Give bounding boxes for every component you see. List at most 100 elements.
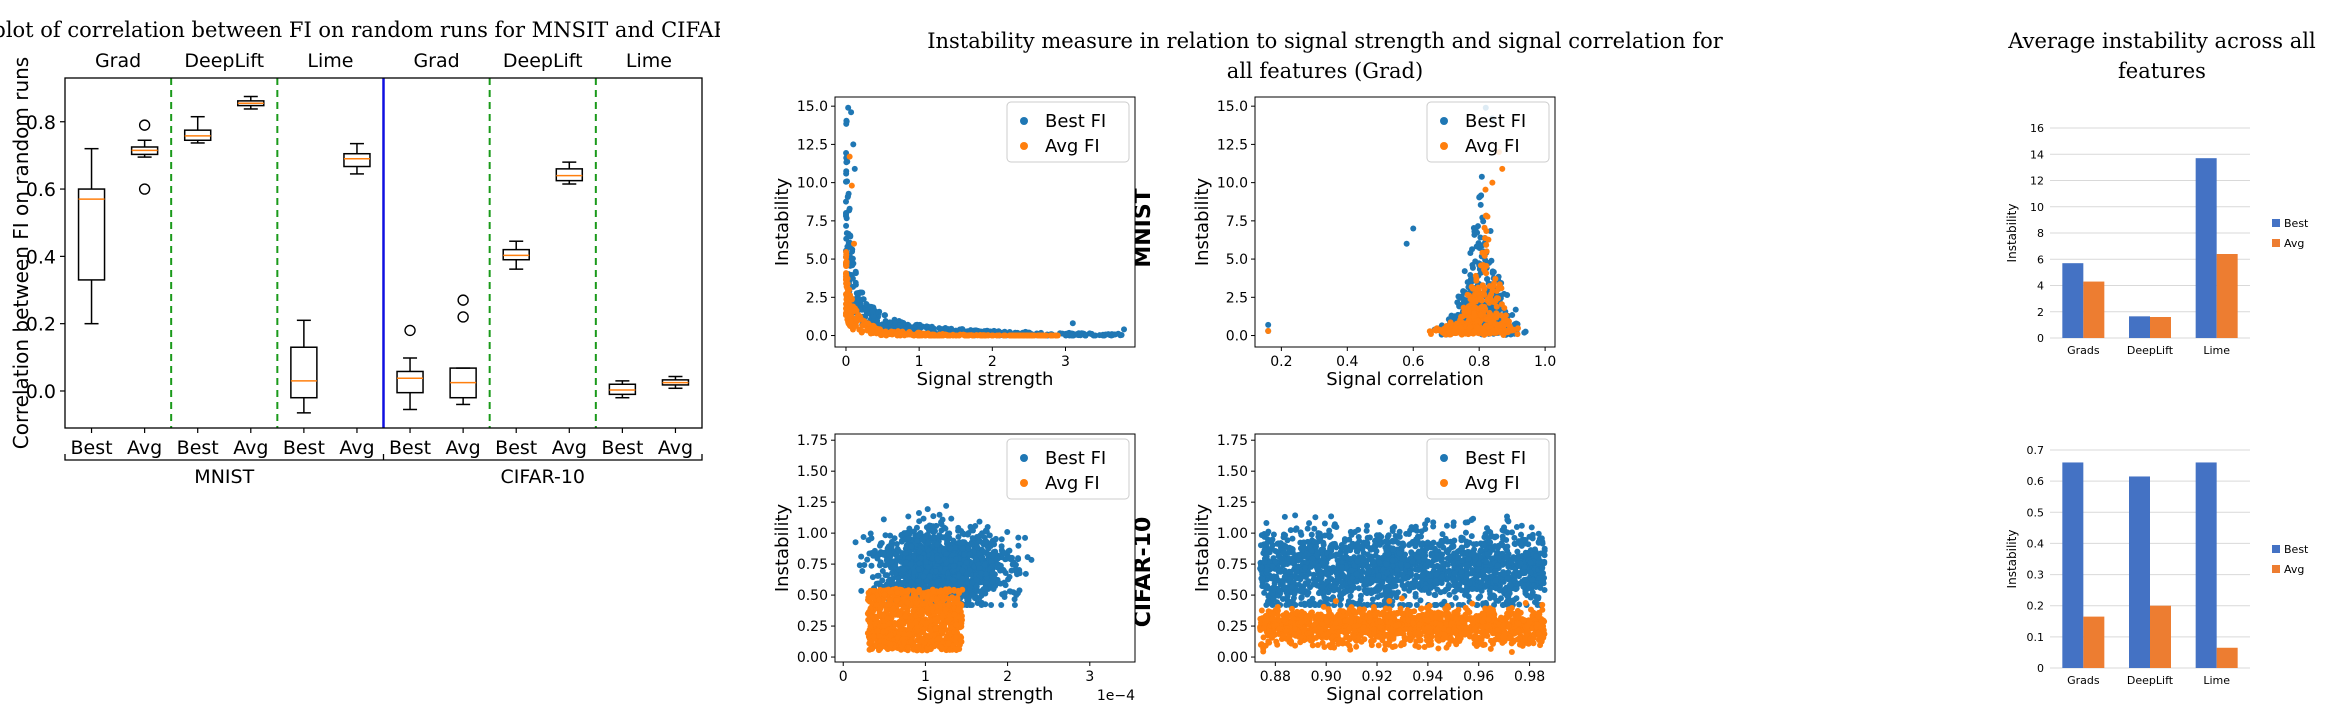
- avg-fi-point: [990, 333, 996, 339]
- best-fi-point: [944, 533, 950, 539]
- y-tick-label: 10.0: [1217, 176, 1248, 192]
- y-tick-label: 1.50: [797, 464, 828, 480]
- avg-fi-point: [951, 611, 957, 617]
- x-tick-label: Best: [389, 437, 431, 459]
- avg-fi-point: [950, 332, 956, 338]
- y-axis-label: Instability: [772, 503, 793, 592]
- avg-fi-point: [916, 587, 922, 593]
- best-fi-point: [843, 168, 849, 174]
- best-fi-point: [1069, 333, 1075, 339]
- avg-fi-point: [901, 639, 907, 645]
- best-fi-point: [1006, 554, 1012, 560]
- y-tick-label: 0.2: [26, 314, 56, 336]
- x-tick-label: 2: [1003, 669, 1012, 685]
- y-tick-label: 0.00: [797, 650, 828, 666]
- scatter-title-line-2: all features (Grad): [1227, 59, 1423, 83]
- avg-fi-point: [937, 589, 943, 595]
- best-fi-point: [938, 582, 944, 588]
- best-fi-point: [1015, 590, 1021, 596]
- best-fi-point: [1022, 535, 1028, 541]
- x-axis-label: Signal correlation: [1326, 369, 1484, 390]
- best-fi-point: [916, 510, 922, 516]
- avg-fi-point: [873, 602, 879, 608]
- avg-fi-point: [1471, 305, 1477, 311]
- best-fi-point: [960, 546, 966, 552]
- avg-fi-point: [917, 332, 923, 338]
- best-fi-point: [1476, 243, 1482, 249]
- y-tick-label: 15.0: [1217, 99, 1248, 115]
- avg-fi-point: [874, 628, 880, 634]
- x-tick-label: 2: [988, 354, 997, 370]
- avg-fi-point: [1497, 328, 1503, 334]
- best-fi-point: [876, 573, 882, 579]
- avg-fi-point: [1482, 225, 1488, 231]
- avg-fi-point: [902, 588, 908, 594]
- avg-fi-point: [1474, 286, 1480, 292]
- avg-fi-point: [860, 328, 866, 334]
- avg-fi-point: [940, 622, 946, 628]
- best-fi-point: [858, 554, 864, 560]
- avg-fi-point: [893, 331, 899, 337]
- flier-point: [405, 325, 415, 335]
- best-fi-point: [976, 565, 982, 571]
- avg-fi-point: [901, 331, 907, 337]
- best-fi-point: [868, 563, 874, 569]
- best-fi-point: [897, 322, 903, 328]
- best-fi-point: [947, 545, 953, 551]
- avg-fi-point: [865, 320, 871, 326]
- best-fi-point: [889, 558, 895, 564]
- avg-fi-point: [943, 586, 949, 592]
- avg-fi-point: [1024, 333, 1030, 339]
- avg-fi-point: [1506, 318, 1512, 324]
- x-tick-label: 0.6: [1402, 354, 1424, 370]
- avg-fi-point: [958, 620, 964, 626]
- x-tick-label: 3: [1085, 669, 1094, 685]
- best-fi-point: [929, 581, 935, 587]
- avg-fi-point: [845, 276, 851, 282]
- x-tick-label: 0: [839, 669, 848, 685]
- avg-fi-point: [1489, 180, 1495, 186]
- avg-fi-point: [931, 332, 937, 338]
- box-mnist-lime-best: [291, 320, 317, 413]
- box-cifar-10-grad-best: [397, 325, 423, 409]
- avg-fi-point: [1479, 304, 1485, 310]
- best-fi-point: [964, 560, 970, 566]
- y-tick-label: 12.5: [797, 137, 828, 153]
- avg-fi-point: [901, 621, 907, 627]
- best-fi-point: [1490, 268, 1496, 274]
- best-fi-point: [1063, 333, 1069, 339]
- avg-fi-point: [847, 313, 853, 319]
- best-fi-point: [881, 516, 887, 522]
- best-fi-point: [848, 109, 854, 115]
- avg-fi-point: [1481, 291, 1487, 297]
- x-tick-label: Best: [601, 437, 643, 459]
- box-mnist-grad-avg: [132, 120, 158, 194]
- best-fi-point: [871, 549, 877, 555]
- box-cifar-10-grad-avg: [450, 295, 476, 404]
- best-fi-point: [1465, 279, 1471, 285]
- avg-fi-point: [1492, 276, 1498, 282]
- best-fi-point: [960, 530, 966, 536]
- boxplot-title: Box plot of correlation between FI on ra…: [0, 18, 720, 42]
- avg-fi-point: [929, 605, 935, 611]
- best-fi-point: [1484, 276, 1490, 282]
- avg-fi-point: [1265, 328, 1271, 334]
- y-tick-label: 12.5: [1217, 137, 1248, 153]
- flier-point: [140, 184, 150, 194]
- avg-fi-point: [940, 333, 946, 339]
- best-fi-point: [916, 548, 922, 554]
- best-fi-point: [993, 536, 999, 542]
- avg-fi-point: [1481, 285, 1487, 291]
- avg-fi-point: [1503, 312, 1509, 318]
- box-cifar-10-deeplift-avg: [556, 162, 582, 184]
- x-tick-label: 1.0: [1534, 354, 1556, 370]
- box-iqr: [344, 154, 370, 167]
- best-fi-point: [916, 578, 922, 584]
- avg-fi-point: [843, 260, 849, 266]
- best-fi-point: [925, 506, 931, 512]
- best-fi-point: [1007, 574, 1013, 580]
- y-tick-label: 0.0: [806, 329, 828, 345]
- avg-fi-point: [906, 631, 912, 637]
- x-tick-label: Avg: [552, 437, 587, 459]
